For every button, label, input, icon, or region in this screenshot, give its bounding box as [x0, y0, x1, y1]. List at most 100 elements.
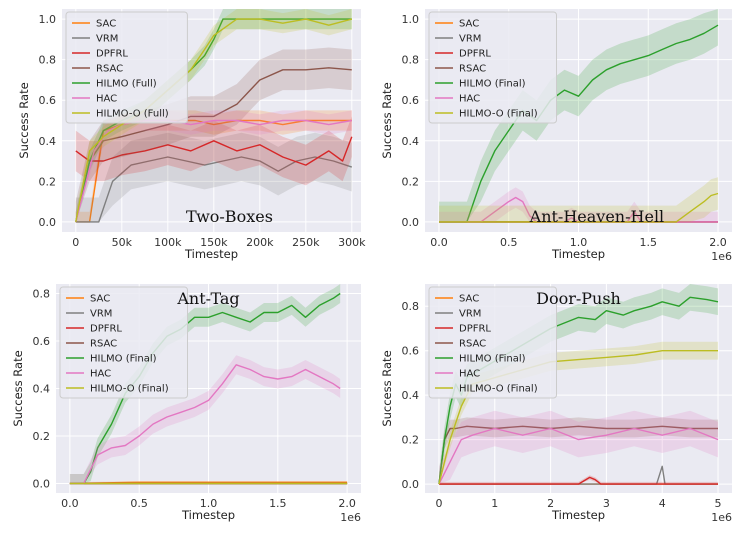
y-tick-label: 0.2	[33, 430, 51, 443]
legend-box	[65, 11, 188, 124]
series-line-hilmo-o-full	[75, 18, 352, 223]
chart-title: Two-Boxes	[186, 207, 273, 226]
y-axis-label: Success Rate	[380, 82, 394, 158]
y-tick-label: 0.8	[33, 288, 51, 301]
legend: SAC VRM DPFRL RSAC HILMO (Final) HAC HILMO-O (…	[428, 286, 557, 399]
legend-entry: DPFRL	[459, 324, 491, 335]
x-tick-label: 50k	[112, 236, 133, 249]
series-band-dpfrl	[75, 116, 352, 186]
x-tick-label: 200k	[246, 236, 274, 249]
legend-entry: RSAC	[96, 64, 123, 75]
y-tick-label: 0.6	[33, 335, 51, 348]
chart-panel-4: 0.0 0.2 0.4 0.6 0.8 0 1 2 3 4 5 Timestep Success Rat…	[380, 284, 732, 524]
legend-entry: RSAC	[459, 64, 486, 75]
legend-entry: HILMO (Final)	[459, 79, 526, 90]
x-tick-label: 0	[72, 236, 79, 249]
y-tick-label: 0.2	[39, 175, 57, 188]
series-line-hilmo-o-final	[439, 192, 719, 223]
chart-title: Door-Push	[536, 289, 621, 308]
legend-box	[59, 286, 188, 399]
x-tick-label: 250k	[292, 236, 320, 249]
x-tick-label: 0.5	[500, 236, 518, 249]
x-tick-label: 2.0	[709, 236, 727, 249]
x-axis-label: Timestep	[551, 508, 605, 522]
series-band-hilmo-o-final	[439, 177, 718, 222]
y-tick-label: 0.8	[402, 300, 420, 313]
x-tick-label: 100k	[154, 236, 182, 249]
y-tick-label: 0.6	[39, 94, 57, 107]
series-band-hilmo-final	[439, 9, 718, 222]
series-band-hac	[69, 355, 341, 484]
legend-entry: HAC	[96, 94, 117, 105]
series-band-hac	[75, 110, 352, 222]
x-tick-label: 300k	[338, 236, 366, 249]
series-line-dpfrl	[439, 476, 718, 485]
y-tick-label: 0.6	[402, 345, 420, 358]
chart-panel-3: 0.0 0.2 0.4 0.6 0.8 0.0 0.5 1.0 1.5 2.0 Timestep Su…	[11, 284, 361, 524]
legend: SAC VRM DPFRL RSAC HILMO (Final) HAC HILMO-O (…	[59, 286, 188, 399]
y-tick-label: 0.0	[402, 478, 420, 491]
legend-entry: HILMO (Final)	[90, 354, 157, 365]
legend-entry: HILMO-O (Final)	[459, 384, 538, 395]
y-tick-label: 1.0	[39, 13, 57, 26]
series-band-vrm	[75, 132, 352, 222]
legend-entry: SAC	[459, 19, 479, 30]
legend-entry: HILMO (Final)	[459, 354, 526, 365]
legend-entry: VRM	[459, 34, 481, 45]
series-line-hac	[69, 364, 341, 485]
x-tick-label: 4	[659, 497, 666, 510]
x-tick-label: 1.5	[269, 497, 287, 510]
legend-entry: VRM	[459, 309, 481, 320]
y-tick-label: 0.4	[33, 383, 51, 396]
x-tick-label: 0.5	[130, 497, 148, 510]
x-tick-label: 1	[491, 497, 498, 510]
y-axis-label: Success Rate	[17, 82, 31, 158]
x-axis-offset-label: 1e6	[711, 511, 732, 524]
y-tick-label: 0.0	[33, 478, 51, 491]
y-tick-label: 0.4	[402, 135, 420, 148]
series-band-dpfrl	[439, 475, 718, 485]
x-axis-label: Timestep	[181, 508, 235, 522]
series-line-hilmo-final	[69, 292, 341, 485]
legend-entry: DPFRL	[459, 49, 491, 60]
legend-entry: HAC	[459, 94, 480, 105]
x-tick-label: 1.0	[570, 236, 588, 249]
series-line-sac	[69, 481, 348, 485]
x-tick-label: 1.0	[200, 497, 218, 510]
series-line-hilmo-o-final	[438, 350, 718, 485]
legend: SAC VRM DPFRL RSAC HILMO (Full) HAC HILMO-O (F…	[65, 11, 188, 124]
legend-entry: SAC	[90, 294, 110, 305]
legend-entry: HILMO-O (Full)	[96, 109, 169, 120]
x-tick-label: 5	[715, 497, 722, 510]
y-tick-label: 0.4	[402, 389, 420, 402]
legend-entry: HILMO-O (Final)	[459, 109, 538, 120]
legend-entry: SAC	[96, 19, 116, 30]
x-tick-label: 2.0	[338, 497, 356, 510]
chart-title: Ant-Heaven-Hell	[529, 207, 665, 226]
y-tick-label: 0.2	[402, 434, 420, 447]
chart-panel-1: 0.0 0.2 0.4 0.6 0.8 1.0 0 50k 100k 150k 200k 250k 30…	[17, 9, 366, 261]
x-tick-label: 3	[603, 497, 610, 510]
legend-box	[428, 11, 557, 124]
series-group	[439, 9, 719, 223]
series-band-hac	[439, 187, 718, 222]
legend-entry: HILMO (Full)	[96, 79, 157, 90]
y-tick-label: 0.0	[39, 216, 57, 229]
legend-entry: HAC	[90, 369, 111, 380]
x-axis-offset-label: 1e6	[340, 511, 361, 524]
legend-entry: DPFRL	[96, 49, 128, 60]
y-axis-label: Success Rate	[380, 350, 394, 426]
x-axis-label: Timestep	[184, 247, 238, 261]
y-tick-label: 0.6	[402, 94, 420, 107]
legend-entry: HAC	[459, 369, 480, 380]
y-tick-label: 1.0	[402, 13, 420, 26]
legend-entry: SAC	[459, 294, 479, 305]
legend-entry: VRM	[96, 34, 118, 45]
x-tick-label: 0	[435, 497, 442, 510]
series-line-rsac	[75, 67, 352, 223]
legend-box	[428, 286, 557, 399]
legend-entry: RSAC	[459, 339, 486, 350]
series-band-hilmo-final	[69, 284, 341, 484]
legend-entry: RSAC	[90, 339, 117, 350]
series-band-hilmo-final	[439, 284, 718, 485]
